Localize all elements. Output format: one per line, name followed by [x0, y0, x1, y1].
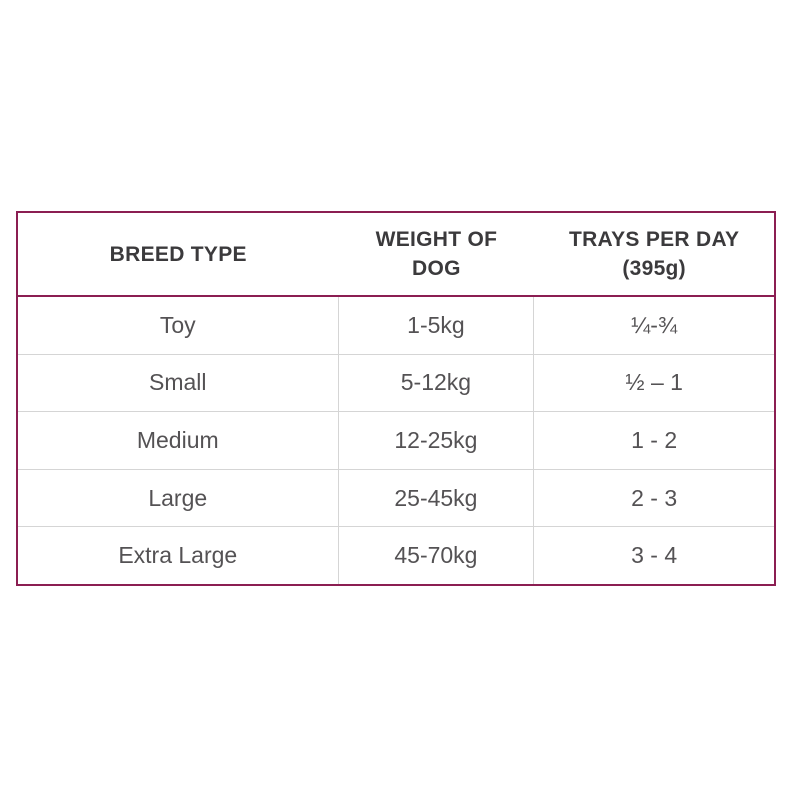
- cell-trays: ½ – 1: [625, 369, 683, 396]
- table-row-toy: Toy 1-5kg ¼-¾: [18, 297, 774, 355]
- cell-weight: 12-25kg: [339, 412, 535, 469]
- cell-weight: 45-70kg: [339, 527, 535, 584]
- table-body: Toy 1-5kg ¼-¾ Small 5-12kg ½ – 1 Medium …: [18, 297, 774, 584]
- cell-trays: 1 - 2: [631, 426, 678, 453]
- cell-weight: 5-12kg: [339, 354, 535, 412]
- cell-weight: 1-5kg: [339, 297, 535, 354]
- feeding-guide-table: BREED TYPE WEIGHT OF DOG TRAYS PER DAY (…: [16, 211, 776, 586]
- cell-breed: Large: [18, 469, 339, 527]
- table-row-extra-large: Extra Large 45-70kg 3 - 4: [18, 527, 774, 584]
- cell-trays: 2 - 3: [631, 484, 678, 511]
- cell-trays: ¼-¾: [631, 311, 678, 338]
- header-weight-of-dog: WEIGHT OF DOG: [375, 228, 498, 280]
- table-row-large: Large 25-45kg 2 - 3: [18, 469, 774, 528]
- cell-breed: Medium: [18, 412, 339, 469]
- table-row-medium: Medium 12-25kg 1 - 2: [18, 412, 774, 470]
- cell-breed: Small: [18, 354, 339, 412]
- table-row-small: Small 5-12kg ½ – 1: [18, 354, 774, 413]
- cell-breed: Toy: [18, 297, 339, 354]
- cell-trays: 3 - 4: [631, 542, 678, 569]
- table-header-row: BREED TYPE WEIGHT OF DOG TRAYS PER DAY (…: [18, 213, 774, 297]
- header-trays-per-day: TRAYS PER DAY (395g): [568, 228, 740, 280]
- header-breed-type: BREED TYPE: [109, 242, 247, 266]
- cell-weight: 25-45kg: [339, 469, 535, 527]
- cell-breed: Extra Large: [18, 527, 339, 584]
